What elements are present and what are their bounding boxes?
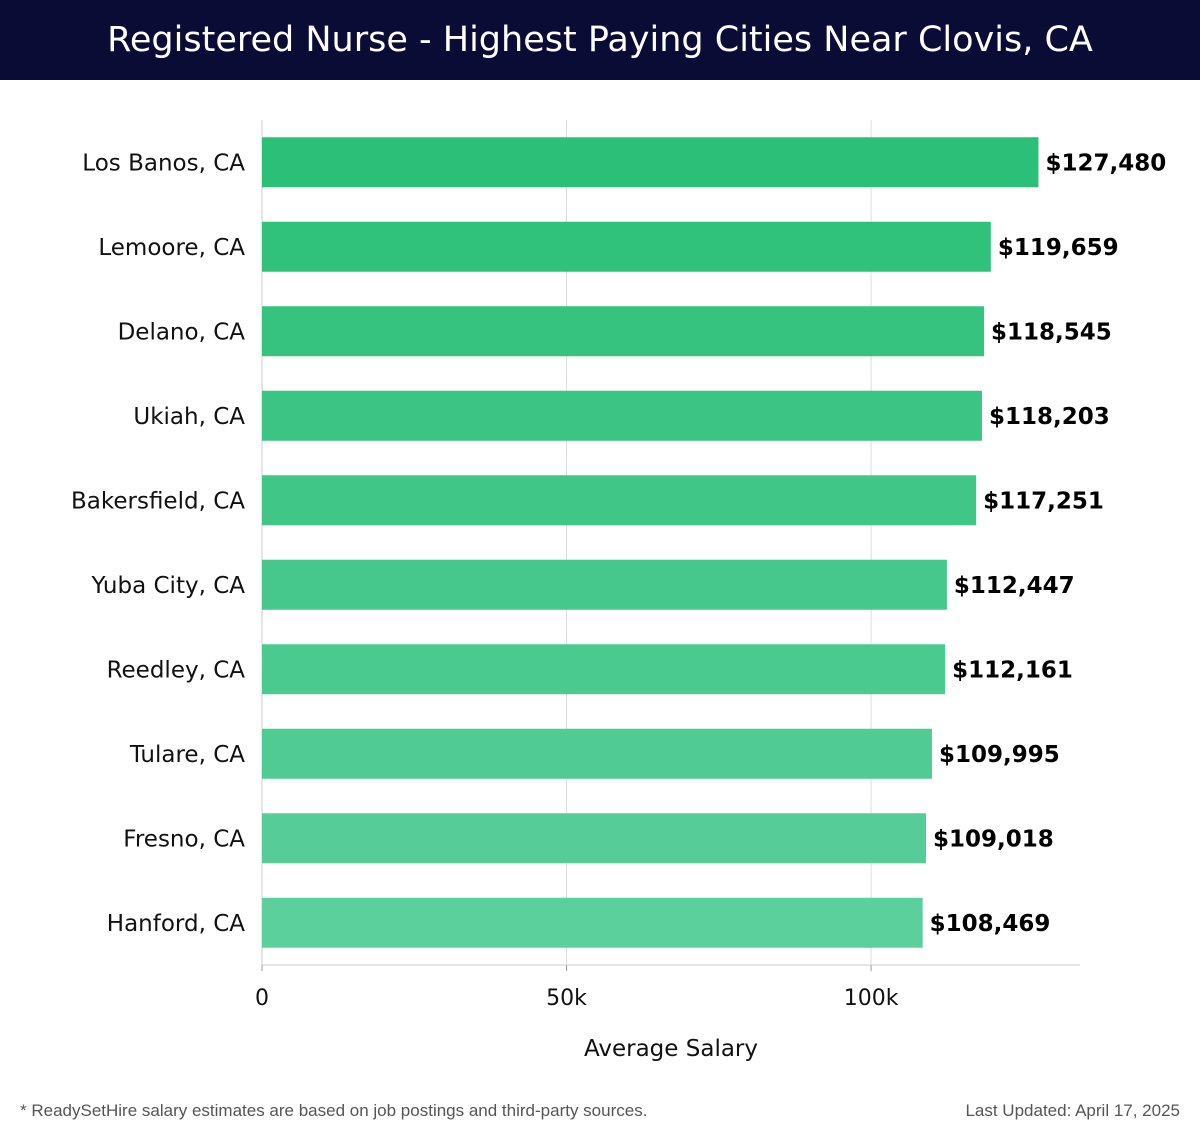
bar-layer <box>262 137 1039 948</box>
footer-updated: Last Updated: April 17, 2025 <box>965 1101 1180 1120</box>
category-label: Reedley, CA <box>107 657 246 683</box>
bar <box>262 897 923 948</box>
category-label: Ukiah, CA <box>133 404 245 430</box>
value-label: $118,545 <box>991 319 1112 345</box>
category-label: Lemoore, CA <box>98 235 245 261</box>
bar <box>262 137 1039 188</box>
bar <box>262 559 947 610</box>
bar <box>262 644 946 695</box>
category-label: Hanford, CA <box>107 911 245 937</box>
title-bar: Registered Nurse - Highest Paying Cities… <box>0 0 1200 80</box>
value-label: $118,203 <box>989 404 1110 430</box>
category-label: Yuba City, CA <box>91 573 246 599</box>
value-label: $109,018 <box>933 826 1054 852</box>
bar <box>262 306 985 357</box>
category-label: Los Banos, CA <box>82 150 245 176</box>
x-axis-title: Average Salary <box>584 1036 758 1062</box>
bar <box>262 475 977 526</box>
category-label: Delano, CA <box>118 319 246 345</box>
bar <box>262 728 932 779</box>
bar-chart: 0 50k 100k Los Banos, CA $127,480 Lemoore, CA… <box>71 120 1166 1062</box>
label-layer: 0 50k 100k Los Banos, CA $127,480 Lemoore, CA… <box>71 150 1166 1011</box>
bar <box>262 221 991 272</box>
x-tick-label: 50k <box>546 986 587 1011</box>
value-label: $108,469 <box>930 911 1051 937</box>
bar <box>262 390 982 441</box>
category-label: Tulare, CA <box>129 742 245 768</box>
x-tick-label: 0 <box>255 986 269 1011</box>
page-title: Registered Nurse - Highest Paying Cities… <box>107 20 1093 60</box>
x-tick-label: 100k <box>844 986 899 1011</box>
value-label: $127,480 <box>1045 150 1166 176</box>
value-label: $112,447 <box>954 573 1075 599</box>
footer-note: * ReadySetHire salary estimates are base… <box>20 1101 648 1120</box>
category-label: Fresno, CA <box>123 826 245 852</box>
value-label: $119,659 <box>998 235 1119 261</box>
category-label: Bakersfield, CA <box>71 488 245 514</box>
value-label: $109,995 <box>939 742 1060 768</box>
bar <box>262 813 927 864</box>
value-label: $112,161 <box>952 657 1073 683</box>
value-label: $117,251 <box>983 488 1104 514</box>
